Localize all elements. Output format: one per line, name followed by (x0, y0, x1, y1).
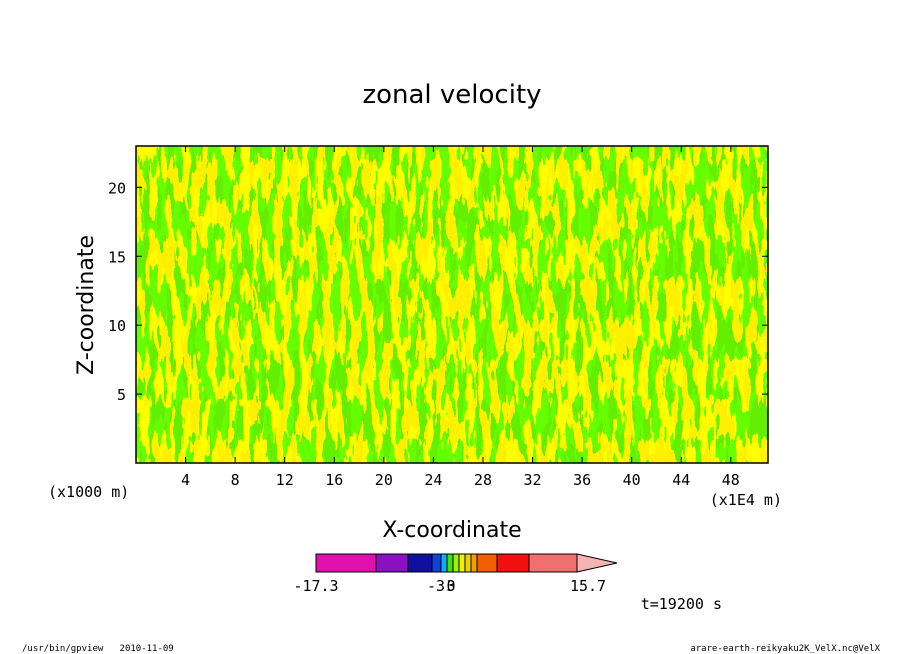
colorbar-segment (440, 553, 448, 573)
colorbar-segment (452, 553, 460, 573)
footer-right: arare-earth-reikyaku2K_VelX.nc@VelX (690, 644, 880, 654)
x-tick-label: 44 (672, 471, 690, 489)
x-tick-label: 32 (524, 471, 542, 489)
x-tick-label: 40 (623, 471, 641, 489)
x-axis-label: X-coordinate (382, 518, 521, 543)
chart-title: zonal velocity (362, 80, 541, 110)
colorbar-min-label: -17.3 (293, 577, 338, 595)
colorbar-tick-label: 0 (446, 577, 455, 595)
colorbar-segment (315, 553, 377, 573)
colorbar-tick-label: -3 (427, 577, 445, 595)
x-tick-label: 16 (325, 471, 343, 489)
x-tick-label: 8 (231, 471, 240, 489)
colorbar-segment (375, 553, 409, 573)
x-axis: 4 8 12 16 20 24 28 32 36 40 44 48 (181, 146, 740, 489)
colorbar-max-label: 15.7 (570, 577, 606, 595)
x-tick-label: 48 (722, 471, 740, 489)
x-tick-label: 4 (181, 471, 190, 489)
colorbar-tick-label: 3 (446, 577, 455, 595)
colorbar-segment (464, 553, 472, 573)
colorbar (315, 553, 618, 573)
x-tick-label: 20 (375, 471, 393, 489)
x-tick-label: 36 (573, 471, 591, 489)
x-tick-label: 28 (474, 471, 492, 489)
time-label: t=19200 s (641, 595, 722, 613)
x-tick-label: 24 (424, 471, 442, 489)
footer-left: /usr/bin/gpview 2010-11-09 (22, 644, 174, 654)
colorbar-segment (470, 553, 478, 573)
contour-field (136, 146, 768, 463)
y-axis: 5 10 15 20 (108, 179, 768, 404)
y-axis-label: Z-coordinate (74, 235, 99, 375)
colorbar-segment (446, 553, 454, 573)
colorbar-segment (458, 553, 466, 573)
y-tick-label: 20 (108, 179, 126, 197)
colorbar-arrow (576, 553, 618, 573)
colorbar-segment (431, 553, 442, 573)
y-tick-label: 10 (108, 317, 126, 335)
x-tick-label: 12 (276, 471, 294, 489)
colorbar-ticks: -3 03 (427, 577, 456, 595)
colorbar-segment (496, 553, 530, 573)
colorbar-segment (476, 553, 498, 573)
colorbar-segment (528, 553, 578, 573)
x-units-label: (x1E4 m) (710, 491, 782, 509)
y-tick-label: 15 (108, 248, 126, 266)
colorbar-segment (407, 553, 433, 573)
plot-frame (135, 145, 769, 464)
y-units-label: (x1000 m) (48, 483, 129, 501)
y-tick-label: 5 (117, 386, 126, 404)
